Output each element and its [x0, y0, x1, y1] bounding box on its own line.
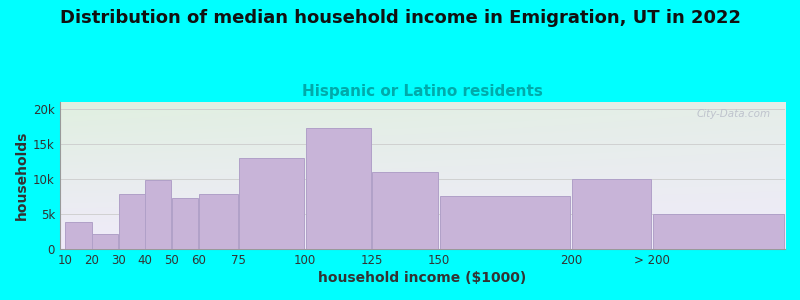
Bar — [573, 179, 651, 249]
Bar — [306, 128, 371, 249]
Bar — [653, 214, 784, 249]
Y-axis label: households: households — [15, 130, 29, 220]
Bar — [172, 198, 198, 249]
Bar — [66, 222, 91, 249]
Text: City-Data.com: City-Data.com — [696, 109, 770, 119]
Bar — [372, 172, 438, 249]
Title: Hispanic or Latino residents: Hispanic or Latino residents — [302, 84, 543, 99]
Bar — [440, 196, 570, 249]
Bar — [199, 194, 238, 249]
Bar — [118, 194, 145, 249]
Text: Distribution of median household income in Emigration, UT in 2022: Distribution of median household income … — [59, 9, 741, 27]
X-axis label: household income ($1000): household income ($1000) — [318, 271, 526, 285]
Bar — [239, 158, 305, 249]
Bar — [92, 233, 118, 249]
Bar — [146, 180, 171, 249]
